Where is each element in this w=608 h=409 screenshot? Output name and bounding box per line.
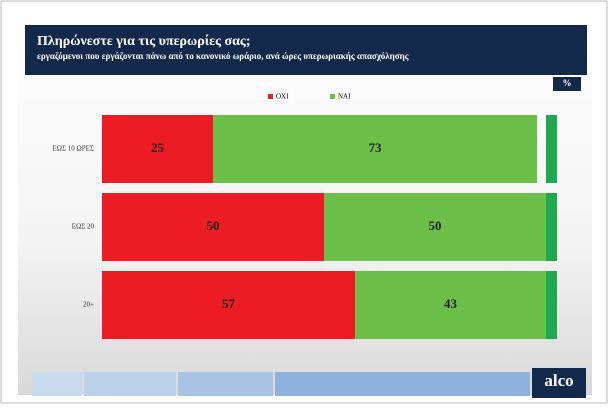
bar-edge xyxy=(546,193,557,261)
footer-block xyxy=(178,372,273,396)
header xyxy=(25,25,587,75)
unit-badge xyxy=(553,77,581,91)
bar-segment xyxy=(213,115,538,183)
y-tick-label: 20+ xyxy=(83,301,94,309)
data-label: 73 xyxy=(369,140,383,155)
data-label: 57 xyxy=(222,296,236,311)
unit-label: % xyxy=(563,78,572,88)
footer-block xyxy=(32,372,82,396)
legend-label: ΟΧΙ xyxy=(276,93,289,101)
logo-box xyxy=(532,368,586,398)
bar-segment xyxy=(355,271,546,339)
data-label: 50 xyxy=(207,218,220,233)
footer: alco xyxy=(32,368,586,398)
bar-edge xyxy=(546,271,557,339)
footer-block xyxy=(84,372,176,396)
chart-title: Πληρώνεστε για τις υπερωρίες σας; xyxy=(37,34,251,49)
bar-segment xyxy=(324,193,546,261)
footer-block xyxy=(275,372,530,396)
bar-segment xyxy=(102,193,324,261)
legend-label: ΝΑΙ xyxy=(338,93,351,101)
bar-segment xyxy=(102,115,213,183)
legend-swatch xyxy=(330,94,335,99)
data-label: 43 xyxy=(444,296,458,311)
bar-segment xyxy=(102,271,356,339)
chart-subtitle: εργαζόμενοι που εργάζονται πάνω από το κ… xyxy=(37,51,409,61)
y-tick-label: ΕΩΣ 20 xyxy=(72,223,95,231)
legend-swatch xyxy=(268,94,273,99)
logo: alco xyxy=(544,371,573,390)
bar-edge xyxy=(546,115,557,183)
data-label: 50 xyxy=(429,218,442,233)
data-label: 25 xyxy=(151,140,165,155)
y-tick-label: ΕΩΣ 10 ΩΡΕΣ xyxy=(53,145,95,153)
